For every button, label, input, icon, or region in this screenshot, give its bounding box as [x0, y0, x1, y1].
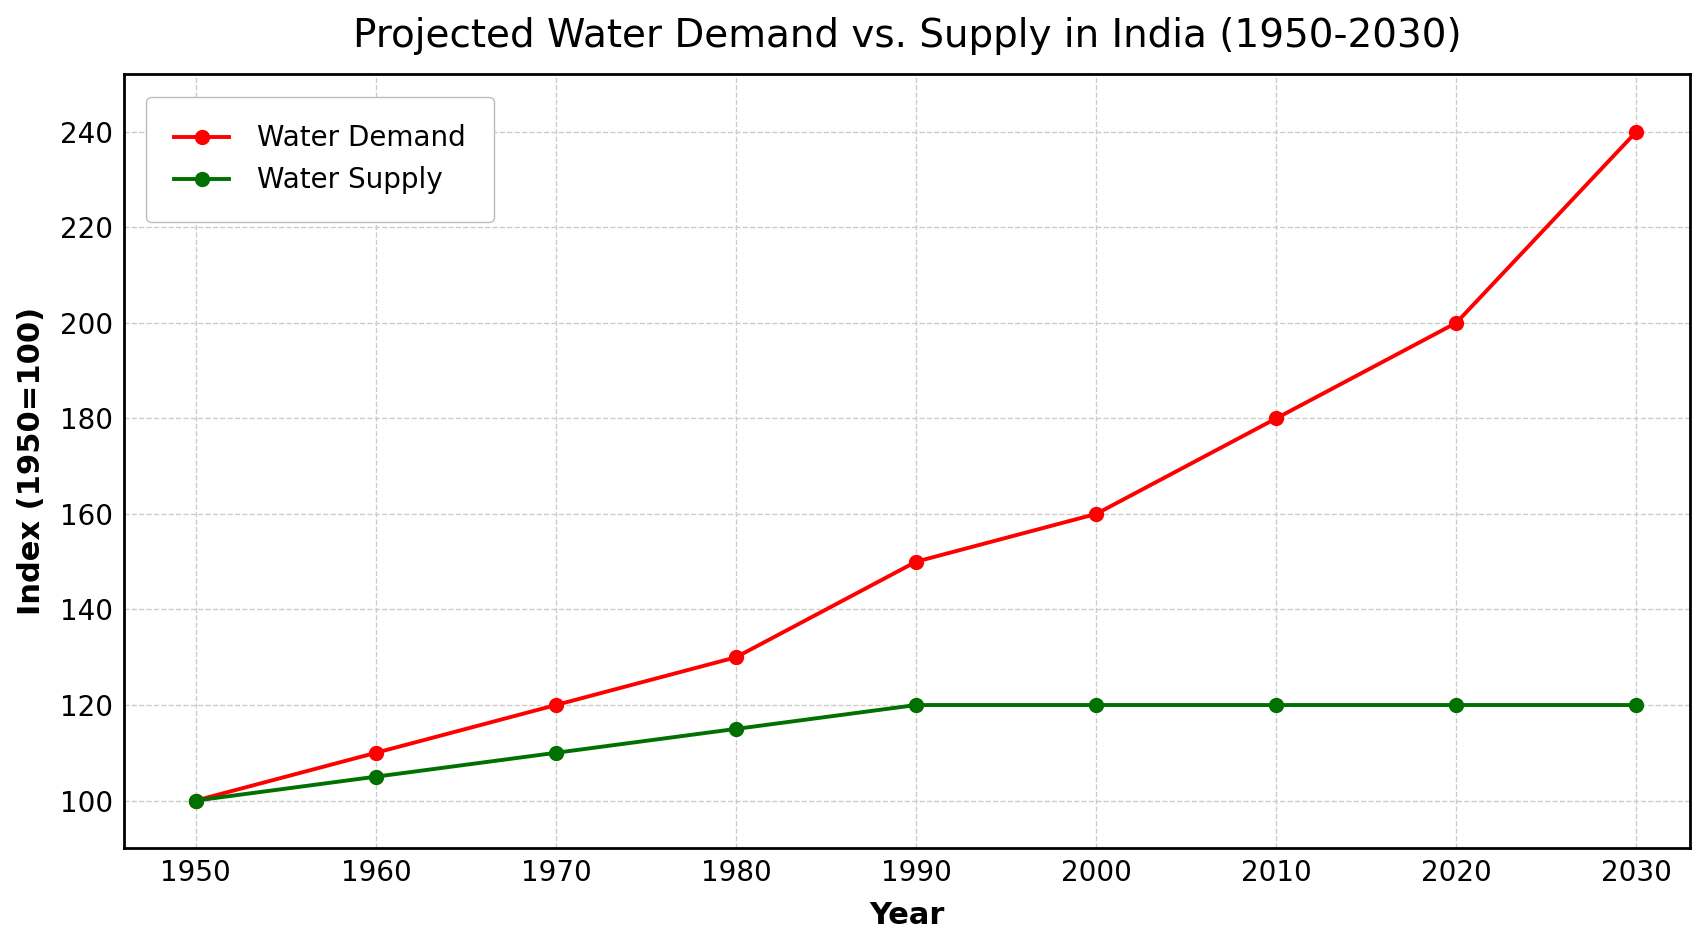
Line: Water Supply: Water Supply	[189, 698, 1644, 808]
Water Supply	[365, 771, 386, 782]
Water Demand	[1446, 317, 1466, 329]
Water Demand	[186, 795, 207, 806]
Water Demand	[906, 556, 927, 567]
Water Demand	[1267, 413, 1287, 424]
Water Supply	[1446, 699, 1466, 710]
Water Supply	[725, 724, 746, 735]
Water Demand	[1627, 126, 1647, 137]
X-axis label: Year: Year	[869, 902, 944, 930]
Y-axis label: Index (1950=100): Index (1950=100)	[17, 308, 46, 616]
Water Demand	[725, 652, 746, 663]
Water Demand	[365, 747, 386, 759]
Water Supply	[1267, 699, 1287, 710]
Water Supply	[906, 699, 927, 710]
Line: Water Demand: Water Demand	[189, 125, 1644, 808]
Water Supply	[186, 795, 207, 806]
Water Supply	[1627, 699, 1647, 710]
Legend: Water Demand, Water Supply: Water Demand, Water Supply	[147, 97, 493, 223]
Water Supply	[546, 747, 567, 759]
Water Demand	[546, 699, 567, 710]
Water Supply	[1086, 699, 1106, 710]
Title: Projected Water Demand vs. Supply in India (1950-2030): Projected Water Demand vs. Supply in Ind…	[353, 17, 1461, 55]
Water Demand	[1086, 509, 1106, 520]
